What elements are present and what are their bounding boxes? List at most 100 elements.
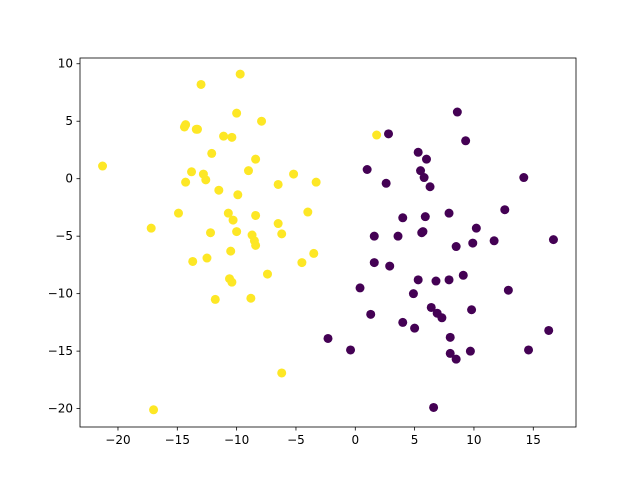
point	[227, 132, 237, 142]
y-tick-label: 5	[65, 114, 73, 128]
point	[548, 235, 558, 245]
point	[228, 215, 238, 225]
x-tick-label: −15	[165, 433, 190, 447]
point	[251, 154, 261, 164]
point	[452, 107, 462, 117]
x-tick-label: 5	[411, 433, 419, 447]
point	[393, 231, 403, 241]
point	[251, 210, 261, 220]
point	[417, 228, 427, 238]
point	[235, 69, 245, 79]
point	[444, 208, 454, 218]
point	[372, 130, 382, 140]
point	[369, 258, 379, 268]
point	[413, 147, 423, 157]
point	[416, 166, 426, 176]
point	[385, 261, 395, 271]
point	[465, 346, 475, 356]
point	[500, 205, 510, 215]
x-tick-label: 15	[526, 433, 541, 447]
y-tick-label: −10	[48, 287, 73, 301]
point	[251, 240, 261, 250]
point	[181, 177, 191, 187]
point	[355, 283, 365, 293]
point	[262, 269, 272, 279]
point	[366, 309, 376, 319]
x-tick-label: −10	[224, 433, 249, 447]
y-tick-label: −5	[55, 229, 73, 243]
point	[289, 169, 299, 179]
point	[524, 345, 534, 355]
point	[202, 253, 212, 263]
point	[471, 223, 481, 233]
point	[309, 248, 319, 258]
point	[219, 131, 229, 141]
point	[277, 229, 287, 239]
point	[429, 402, 439, 412]
point	[420, 212, 430, 222]
point	[384, 129, 394, 139]
point	[149, 405, 159, 415]
x-tick-label: 10	[466, 433, 481, 447]
point	[226, 246, 236, 256]
plot-frame	[79, 57, 577, 428]
point	[311, 177, 321, 187]
point	[98, 161, 108, 171]
point	[398, 317, 408, 327]
point	[362, 165, 372, 175]
point	[461, 136, 471, 146]
point	[544, 325, 554, 335]
point	[519, 173, 529, 183]
point	[187, 167, 197, 177]
point	[437, 313, 447, 323]
point	[410, 323, 420, 333]
point	[233, 190, 243, 200]
point	[273, 219, 283, 229]
point	[419, 173, 429, 183]
point	[214, 185, 224, 195]
point	[146, 223, 156, 233]
x-tick-label: 0	[351, 433, 359, 447]
point	[451, 354, 461, 364]
point	[297, 258, 307, 268]
x-tick-label: −20	[105, 433, 130, 447]
point	[273, 179, 283, 189]
point	[413, 275, 423, 285]
point	[398, 213, 408, 223]
point	[346, 345, 356, 355]
point	[223, 208, 233, 218]
point	[277, 368, 287, 378]
point	[210, 294, 220, 304]
y-tick-label: 0	[65, 172, 73, 186]
point	[426, 302, 436, 312]
point	[196, 79, 206, 89]
y-tick-label: 10	[58, 57, 73, 71]
point	[467, 305, 477, 315]
point	[468, 238, 478, 248]
point	[188, 256, 198, 266]
y-tick-label: −15	[48, 344, 73, 358]
y-tick-label: −20	[48, 402, 73, 416]
point	[303, 207, 313, 217]
point	[201, 175, 211, 185]
point	[458, 270, 468, 280]
point	[257, 116, 267, 126]
x-tick-label: −5	[287, 433, 305, 447]
point	[192, 124, 202, 134]
point	[369, 231, 379, 241]
point	[421, 154, 431, 164]
point	[323, 333, 333, 343]
point	[445, 332, 455, 342]
point	[206, 228, 216, 238]
point	[425, 182, 435, 192]
point	[489, 236, 499, 246]
point	[232, 108, 242, 118]
point	[381, 178, 391, 188]
point	[444, 275, 454, 285]
point	[431, 276, 441, 286]
point	[227, 277, 237, 287]
point	[232, 227, 242, 237]
point	[243, 166, 253, 176]
point	[451, 242, 461, 252]
